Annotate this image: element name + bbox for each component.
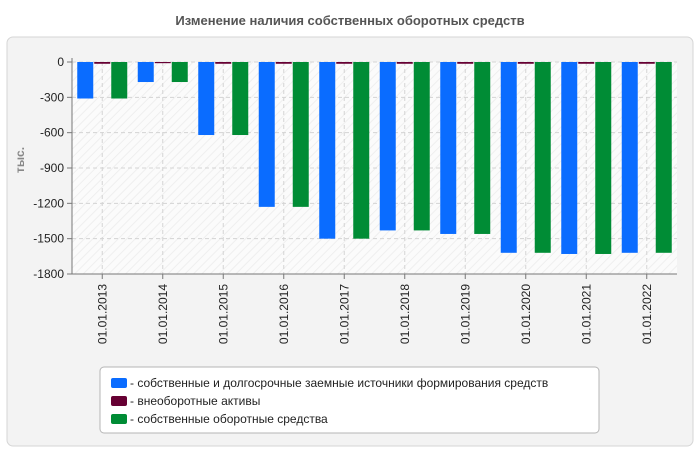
y-tick-label: -1200 bbox=[33, 196, 64, 210]
legend-swatch bbox=[111, 378, 127, 388]
bar bbox=[154, 62, 171, 64]
bar bbox=[595, 62, 612, 254]
bar bbox=[621, 62, 638, 253]
bar bbox=[111, 62, 128, 99]
x-tick-label: 01.01.2022 bbox=[640, 284, 654, 344]
legend-label: - внеоборотные активы bbox=[130, 394, 260, 408]
y-tick-label: -600 bbox=[40, 126, 64, 140]
legend-label: - собственные оборотные средства bbox=[130, 412, 328, 426]
y-tick-label: -1500 bbox=[33, 232, 64, 246]
y-axis-label: тыс. bbox=[13, 147, 27, 173]
bar bbox=[275, 62, 292, 64]
x-tick-label: 01.01.2021 bbox=[579, 284, 593, 344]
bar bbox=[77, 62, 94, 99]
bar bbox=[534, 62, 551, 253]
bar bbox=[137, 62, 154, 83]
bar bbox=[413, 62, 430, 231]
x-tick-label: 01.01.2015 bbox=[216, 284, 230, 344]
bar bbox=[171, 62, 188, 83]
bar bbox=[232, 62, 249, 136]
bar bbox=[198, 62, 215, 136]
x-tick-label: 01.01.2020 bbox=[519, 284, 533, 344]
bar bbox=[655, 62, 672, 253]
bar bbox=[379, 62, 396, 231]
legend-label: - собственные и долгосрочные заемные ист… bbox=[130, 376, 548, 390]
legend-swatch bbox=[111, 396, 127, 406]
x-tick-label: 01.01.2016 bbox=[277, 284, 291, 344]
bar bbox=[457, 62, 474, 64]
bar bbox=[353, 62, 370, 239]
bar bbox=[517, 62, 534, 64]
y-tick-label: -900 bbox=[40, 161, 64, 175]
x-tick-label: 01.01.2018 bbox=[398, 284, 412, 344]
y-tick-label: -1800 bbox=[33, 267, 64, 281]
legend-box bbox=[99, 366, 600, 434]
bar bbox=[396, 62, 413, 64]
legend: - собственные и долгосрочные заемные ист… bbox=[99, 366, 600, 434]
bars bbox=[77, 62, 672, 254]
bar bbox=[440, 62, 457, 234]
bar bbox=[292, 62, 309, 207]
legend-swatch bbox=[111, 414, 127, 424]
bar bbox=[500, 62, 517, 253]
bar bbox=[638, 62, 655, 64]
x-tick-label: 01.01.2019 bbox=[458, 284, 472, 344]
x-tick-label: 01.01.2014 bbox=[156, 284, 170, 344]
bar bbox=[336, 62, 353, 64]
y-tick-label: 0 bbox=[57, 55, 64, 69]
bar bbox=[319, 62, 336, 239]
bar bbox=[561, 62, 578, 254]
bar bbox=[94, 62, 111, 64]
y-tick-label: -300 bbox=[40, 90, 64, 104]
bar bbox=[474, 62, 491, 234]
chart-title: Изменение наличия собственных оборотных … bbox=[175, 13, 524, 28]
bar bbox=[258, 62, 275, 207]
bar bbox=[578, 62, 595, 64]
x-tick-label: 01.01.2013 bbox=[95, 284, 109, 344]
bar bbox=[215, 62, 232, 64]
axes: 0 -300 -600 -900 -1200 -1500 -1800 01.01.2013 01… bbox=[33, 55, 677, 344]
x-tick-label: 01.01.2017 bbox=[337, 284, 351, 344]
